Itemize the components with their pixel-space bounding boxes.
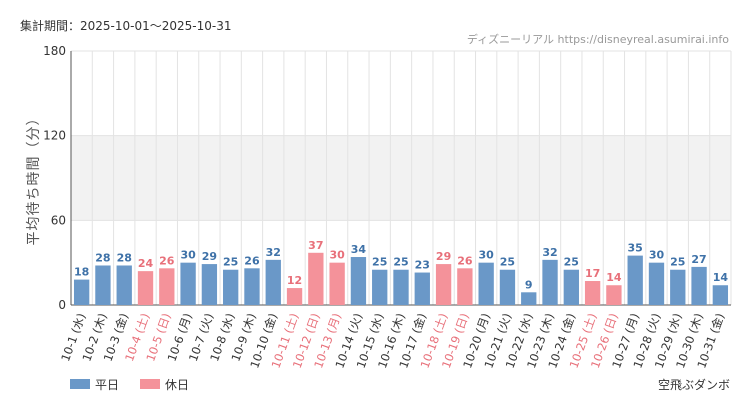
bar-value-label: 26 (159, 254, 175, 267)
attraction-name: 空飛ぶダンボ (658, 377, 730, 392)
bar-value-label: 24 (138, 257, 154, 270)
bar (372, 269, 388, 305)
bar (95, 265, 111, 305)
bar (244, 268, 260, 305)
bar-value-label: 32 (266, 246, 281, 259)
legend-swatch-weekday (70, 379, 90, 389)
bar-value-label: 25 (393, 256, 408, 269)
bar (648, 262, 665, 305)
bar (670, 269, 686, 305)
bar (691, 266, 707, 305)
bar (542, 259, 558, 305)
bar-value-label: 30 (329, 249, 345, 262)
bar-value-label: 28 (117, 251, 132, 264)
bar-value-label: 29 (436, 250, 451, 263)
bar (478, 262, 494, 305)
bar-value-label: 27 (691, 253, 706, 266)
bar (712, 285, 729, 305)
bar (265, 259, 281, 305)
bar (223, 269, 239, 305)
bar (521, 292, 537, 305)
legend-swatch-holiday (140, 379, 160, 389)
source-label: ディズニーリアル https://disneyreal.asumirai.inf… (467, 32, 729, 46)
bar (116, 265, 132, 305)
y-tick-label: 180 (43, 44, 66, 58)
bar-value-label: 18 (74, 266, 89, 279)
period-label: 集計期間：2025-10-01～2025-10-31 (20, 18, 231, 33)
bar-value-label: 12 (287, 274, 302, 287)
bar (414, 272, 430, 305)
bar-value-label: 25 (372, 256, 387, 269)
bar (584, 281, 601, 305)
bar-value-label: 32 (542, 246, 557, 259)
bar-value-label: 28 (95, 251, 110, 264)
bar-value-label: 14 (606, 271, 622, 284)
bar-value-label: 25 (564, 256, 579, 269)
legend-label-weekday: 平日 (95, 378, 119, 392)
bar (457, 268, 473, 305)
bar (159, 268, 175, 305)
bar-value-label: 30 (479, 249, 495, 262)
y-tick-label: 120 (43, 129, 66, 143)
bar-value-label: 17 (585, 267, 600, 280)
bar (435, 264, 452, 305)
bar (286, 288, 303, 305)
legend-label-holiday: 休日 (165, 378, 189, 392)
bar-value-label: 23 (415, 259, 430, 272)
bar-value-label: 9 (525, 278, 533, 291)
bar-value-label: 25 (500, 256, 515, 269)
bar (350, 257, 367, 305)
bar-value-label: 25 (223, 256, 238, 269)
bar (606, 285, 622, 305)
bar (137, 271, 154, 305)
bar (308, 252, 324, 305)
bar (73, 279, 90, 305)
bar-value-label: 25 (670, 256, 685, 269)
shaded-band (71, 135, 731, 221)
bar (499, 269, 516, 305)
bar-value-label: 35 (628, 242, 643, 255)
y-tick-label: 60 (51, 213, 66, 227)
bar-value-label: 30 (180, 249, 196, 262)
bar (201, 264, 218, 305)
bar-value-label: 26 (457, 254, 473, 267)
bar (180, 262, 196, 305)
bar (393, 269, 409, 305)
bar-value-label: 14 (713, 271, 729, 284)
bar-value-label: 26 (244, 254, 260, 267)
bar (329, 262, 345, 305)
bar-value-label: 29 (202, 250, 217, 263)
bar-value-label: 30 (649, 249, 665, 262)
bar (563, 269, 579, 305)
y-tick-label: 0 (58, 298, 66, 312)
y-axis-label: 平均待ち時間（分） (26, 111, 42, 246)
bar (627, 255, 643, 305)
bar-value-label: 37 (308, 239, 323, 252)
legend: 平日 休日 (70, 378, 189, 392)
bar-value-label: 34 (351, 243, 367, 256)
